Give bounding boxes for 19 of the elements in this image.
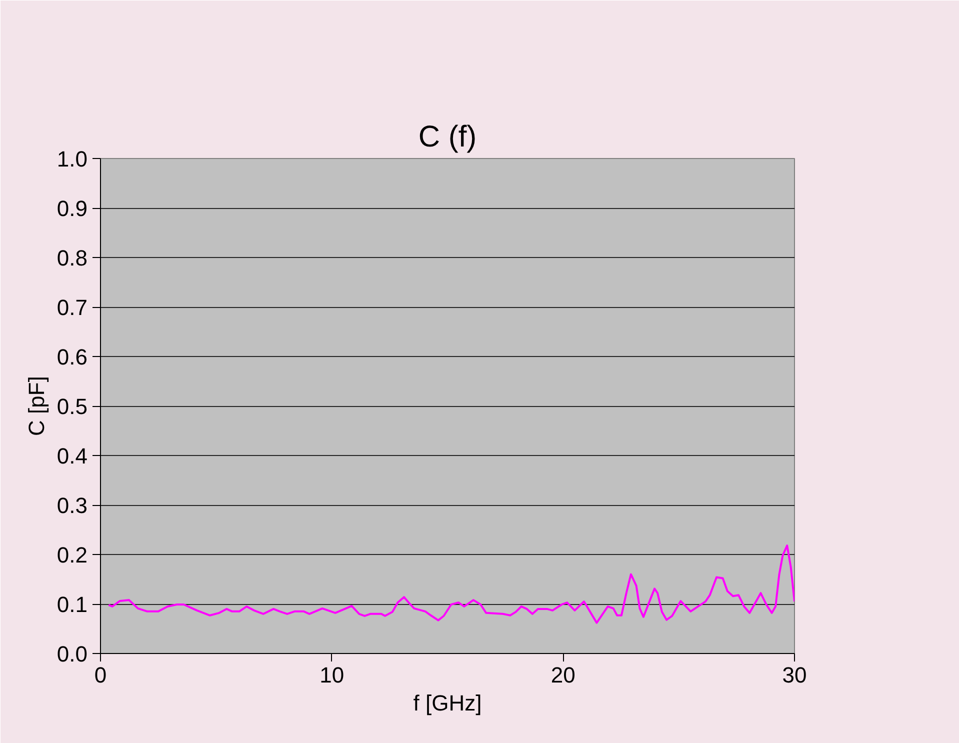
y-tick-label: 0.2 [56,542,88,568]
y-tick-label: 0.9 [56,196,88,221]
y-tick-label: 0.5 [56,394,88,419]
y-tick-label: 0.8 [56,246,88,270]
y-tick-label: 0.4 [56,444,88,468]
chart-title: C (f) [418,120,477,154]
y-axis-title: C [pF] [24,376,49,436]
y-tick-label: 1.0 [56,146,88,172]
x-tick-label: 30 [782,662,807,688]
y-tick-label: 0.0 [56,642,88,666]
y-tick-label: 0.1 [56,592,88,617]
y-tick-label: 0.6 [56,344,88,370]
x-tick-label: 20 [550,662,576,688]
y-tick-label: 0.7 [56,295,88,320]
x-tick-label: 10 [320,662,344,688]
x-axis-title: f [GHz] [413,690,482,716]
line-series [108,544,794,624]
y-tick-label: 0.3 [56,493,88,518]
x-tick-label: 0 [94,662,107,688]
